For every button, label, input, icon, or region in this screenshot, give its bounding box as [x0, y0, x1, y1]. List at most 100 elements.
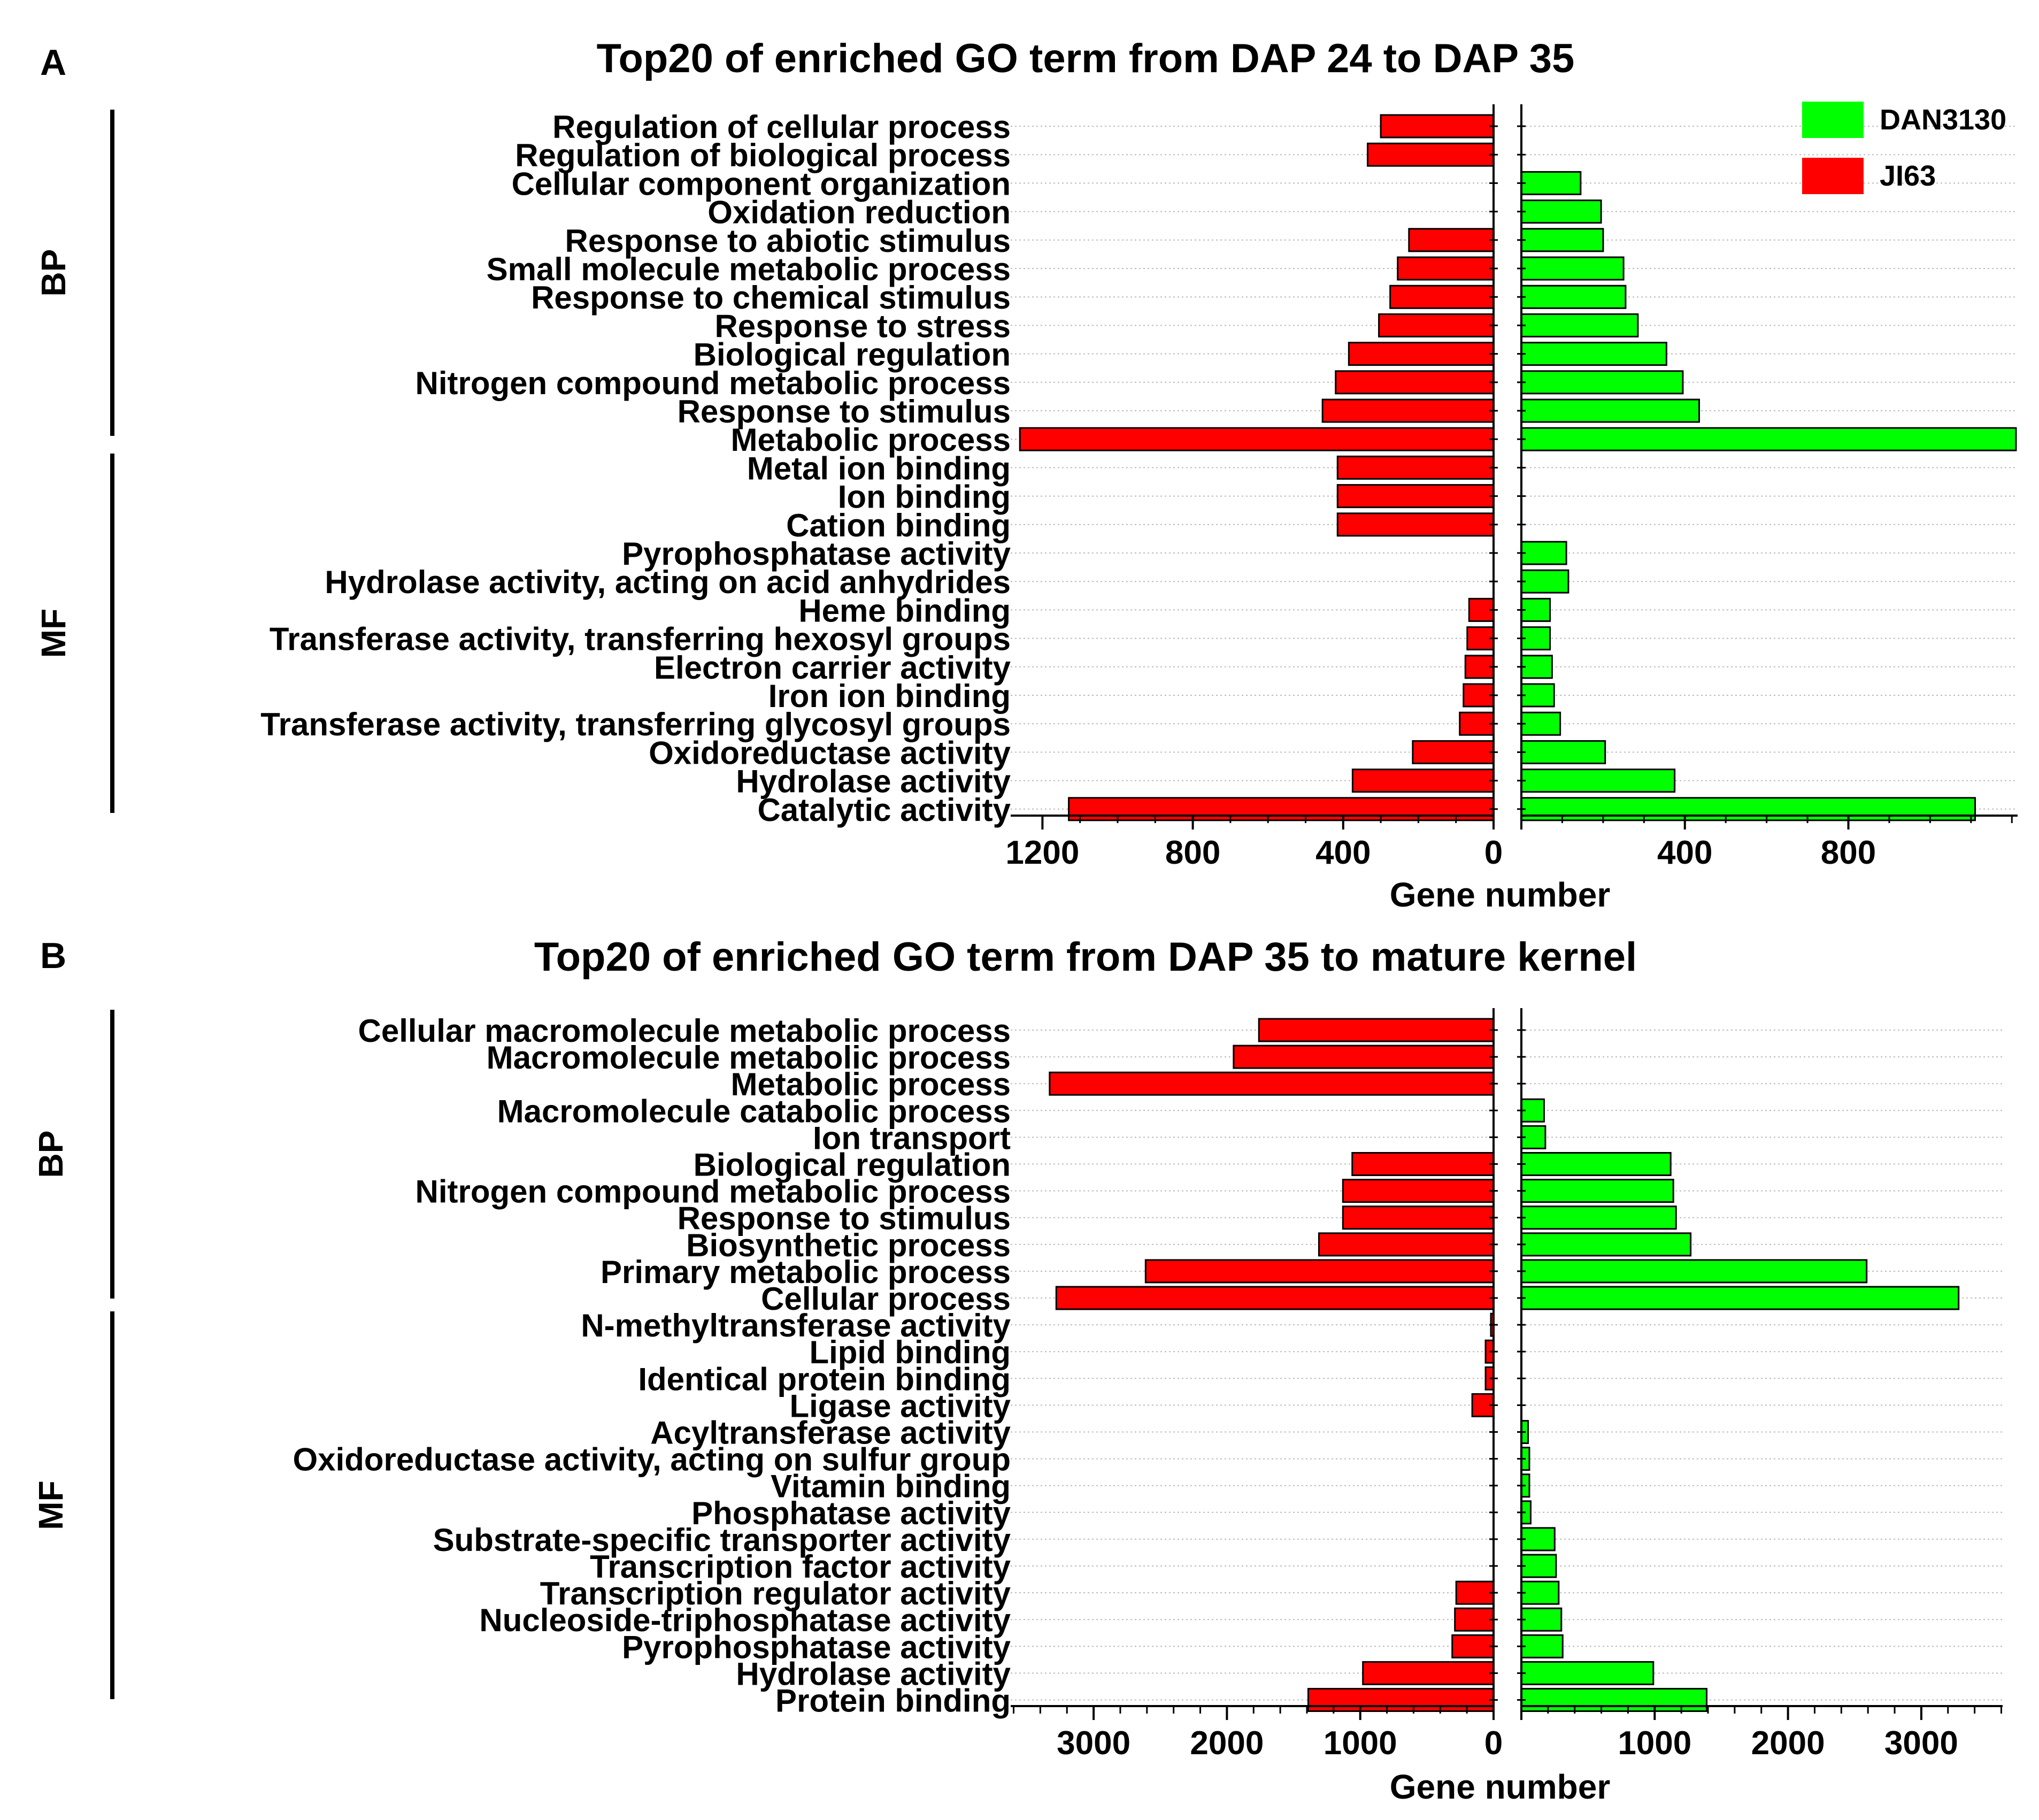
category-label: Iron ion binding	[768, 678, 1011, 714]
bar-ji63	[1019, 427, 1495, 451]
panel-label: B	[40, 935, 66, 976]
bar-dan3130	[1520, 398, 1701, 423]
bar-dan3130	[1520, 1554, 1557, 1578]
legend-label-ji63: JI63	[1880, 160, 1936, 192]
bar-ji63	[1351, 769, 1495, 793]
bar-dan3130	[1520, 171, 1582, 195]
bar-dan3130	[1520, 342, 1667, 366]
bar-dan3130	[1520, 711, 1561, 736]
bar-dan3130	[1520, 1688, 1708, 1712]
category-label: Substrate-specific transporter activity	[433, 1522, 1011, 1558]
bar-ji63	[1335, 370, 1495, 395]
bar-ji63	[1455, 1580, 1495, 1605]
category-label: Pyrophosphatase activity	[622, 536, 1011, 572]
bar-ji63	[1412, 740, 1495, 764]
chart-title: Top20 of enriched GO term from DAP 24 to…	[597, 36, 1575, 81]
bar-dan3130	[1520, 1607, 1563, 1632]
bar-ji63	[1397, 256, 1495, 281]
bar-dan3130	[1520, 370, 1684, 395]
bar-ji63	[1318, 1232, 1495, 1257]
chart-panel-a: A Top20 of enriched GO term from DAP 24 t…	[34, 36, 2018, 914]
group-label-mf: MF	[34, 609, 73, 658]
bar-ji63	[1351, 1152, 1495, 1176]
x-tick-label-right: 2000	[1751, 1725, 1825, 1762]
bar-dan3130	[1520, 597, 1551, 622]
category-label: Hydrolase activity	[736, 1656, 1011, 1692]
bar-ji63	[1463, 683, 1495, 708]
category-label: Response to stimulus	[678, 394, 1011, 429]
bar-dan3130	[1520, 1232, 1692, 1257]
category-label: Biosynthetic process	[686, 1227, 1011, 1263]
category-label: Ligase activity	[789, 1388, 1011, 1424]
category-label: Macromolecule catabolic process	[497, 1093, 1011, 1129]
category-label: Oxidoreductase activity, acting on sulfu…	[293, 1442, 1011, 1478]
category-label: N-methyltransferase activity	[581, 1308, 1011, 1343]
category-label: Ion transport	[813, 1120, 1011, 1156]
bar-dan3130	[1520, 1179, 1674, 1203]
x-tick-label-left: 1000	[1324, 1725, 1397, 1762]
x-tick-label-right: 3000	[1884, 1725, 1958, 1762]
category-label: Oxidoreductase activity	[649, 735, 1011, 771]
bar-ji63	[1366, 142, 1495, 167]
bar-ji63	[1233, 1045, 1495, 1069]
legend: DAN3130 JI63	[1802, 102, 2006, 194]
category-label: Metabolic process	[730, 1066, 1011, 1102]
bar-ji63	[1336, 484, 1495, 509]
bar-ji63	[1336, 512, 1495, 537]
group-label-mf: MF	[32, 1480, 70, 1530]
chart-title: Top20 of enriched GO term from DAP 35 to…	[534, 934, 1637, 980]
bar-ji63	[1342, 1179, 1495, 1203]
bar-dan3130	[1520, 228, 1604, 252]
bar-ji63	[1049, 1071, 1495, 1096]
bar-dan3130	[1520, 1286, 1960, 1310]
bar-ji63	[1068, 797, 1495, 821]
bar-dan3130	[1520, 285, 1627, 309]
x-tick-label-left: 800	[1165, 834, 1220, 871]
category-label: Biological regulation	[694, 1147, 1011, 1183]
category-label: Vitamin binding	[771, 1469, 1011, 1504]
bar-dan3130	[1520, 655, 1553, 679]
bar-ji63	[1466, 626, 1495, 651]
bar-ji63	[1454, 1607, 1495, 1632]
legend-swatch-ji63	[1802, 158, 1864, 194]
group-label-bp: BP	[32, 1131, 70, 1178]
bar-ji63	[1348, 342, 1495, 366]
x-tick-label-left: 0	[1484, 1725, 1503, 1762]
category-label: Cellular macromolecule metabolic process	[358, 1013, 1011, 1049]
category-label: Cellular process	[761, 1281, 1011, 1317]
bar-ji63	[1321, 398, 1495, 423]
category-label: Response to abiotic stimulus	[565, 223, 1011, 259]
category-label: Hydrolase activity	[736, 764, 1011, 800]
category-label: Macromolecule metabolic process	[487, 1040, 1011, 1076]
bar-dan3130	[1520, 1152, 1672, 1176]
x-tick-label-left: 0	[1484, 834, 1503, 871]
legend-label-dan3130: DAN3130	[1880, 104, 2006, 136]
x-axis-label: Gene number	[1390, 876, 1611, 914]
category-label: Response to stimulus	[678, 1201, 1011, 1237]
bar-ji63	[1408, 228, 1495, 252]
bar-dan3130	[1520, 1527, 1556, 1552]
category-label: Protein binding	[775, 1683, 1011, 1719]
category-label: Heme binding	[798, 593, 1011, 628]
category-label: Phosphatase activity	[691, 1495, 1011, 1531]
group-label-bp: BP	[34, 249, 73, 297]
category-label: Metal ion binding	[747, 450, 1011, 486]
category-label: Metabolic process	[730, 422, 1011, 458]
bar-ji63	[1258, 1018, 1495, 1042]
bar-dan3130	[1520, 1205, 1677, 1230]
category-label: Primary metabolic process	[601, 1254, 1011, 1290]
bar-ji63	[1451, 1634, 1495, 1658]
category-label: Regulation of biological process	[515, 137, 1011, 173]
x-tick-label-left: 2000	[1190, 1725, 1264, 1762]
x-tick-label-left: 3000	[1057, 1725, 1130, 1762]
bar-dan3130	[1520, 569, 1569, 594]
category-label: Catalytic activity	[757, 792, 1011, 828]
category-label: Nucleoside-triphosphatase activity	[479, 1602, 1011, 1638]
legend-swatch-dan3130	[1802, 102, 1864, 138]
bar-dan3130	[1520, 427, 2017, 451]
bar-dan3130	[1520, 740, 1606, 764]
bar-dan3130	[1520, 313, 1639, 337]
category-label: Acyltransferase activity	[650, 1415, 1011, 1451]
bar-dan3130	[1520, 683, 1555, 708]
